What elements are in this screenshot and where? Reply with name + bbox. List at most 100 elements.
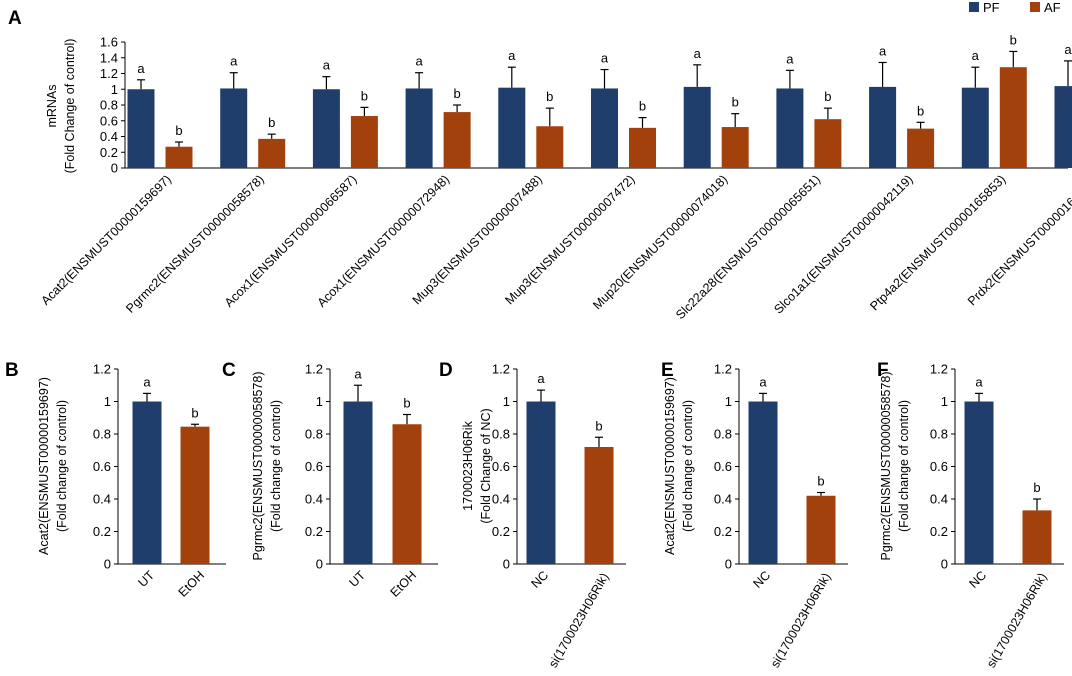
- y-axis-label: (Fold Change of control): [63, 39, 77, 174]
- significance-label: a: [975, 374, 983, 389]
- y-tick-label: 0.2: [930, 524, 948, 539]
- significance-label: a: [879, 43, 887, 58]
- significance-label: a: [230, 54, 238, 69]
- x-category-label: si(1700023H06Rik): [768, 571, 834, 671]
- significance-label: b: [361, 88, 368, 103]
- x-category-label: si(1700023H06Rik): [984, 571, 1050, 671]
- y-tick-label: 1: [316, 394, 323, 409]
- y-tick-label: 0.8: [305, 427, 323, 442]
- significance-label: b: [1010, 32, 1017, 47]
- bar-control: [343, 401, 373, 564]
- significance-label: a: [323, 58, 331, 73]
- y-tick-label: 0.6: [305, 459, 323, 474]
- y-tick-label: 0.4: [492, 492, 510, 507]
- significance-label: b: [453, 86, 460, 101]
- bar-pf: [1054, 86, 1072, 168]
- y-tick-label: 1: [941, 394, 948, 409]
- significance-label: a: [508, 48, 516, 63]
- x-category-label: UT: [135, 568, 157, 590]
- y-tick-label: 0.8: [714, 427, 732, 442]
- bar-pf: [683, 86, 711, 168]
- significance-label: a: [601, 51, 609, 66]
- legend: PF AF: [969, 0, 1061, 15]
- panel-d: D 0 0.2 0.4 0.6 0.8 1 1.2 1700023H06Rik (Fold Cha…: [439, 360, 626, 670]
- panel-letter-e: E: [661, 360, 674, 381]
- y-tick-label: 1.2: [930, 362, 948, 377]
- significance-label: b: [191, 405, 198, 420]
- y-tick-label: 0.4: [305, 492, 323, 507]
- significance-label: a: [143, 374, 151, 389]
- y-tick-label: 0: [941, 557, 948, 572]
- panel-f: F 0 0.2 0.4 0.6 0.8 1 1.2 Pgrmc2(ENSMUST00000058…: [877, 360, 1064, 670]
- significance-label: b: [639, 99, 646, 114]
- legend-label-af: AF: [1044, 0, 1061, 15]
- significance-label: a: [137, 61, 145, 76]
- significance-label: a: [972, 48, 980, 63]
- bar-treatment: [1022, 510, 1052, 564]
- y-tick-label: 1.4: [100, 50, 118, 65]
- y-tick-label: 0: [725, 557, 732, 572]
- legend-swatch-pf: [969, 2, 979, 12]
- y-axis-label: 1700023H06Rik: [461, 420, 475, 510]
- legend-label-pf: PF: [983, 0, 1000, 15]
- y-tick-label: 0.8: [930, 427, 948, 442]
- y-tick-label: 0: [316, 557, 323, 572]
- y-axis-label: Acat2(ENSMUST00000159697): [663, 377, 677, 555]
- bar-pf: [869, 86, 897, 168]
- significance-label: b: [1033, 480, 1040, 495]
- x-category-label: NC: [966, 568, 989, 591]
- y-tick-label: 1: [104, 394, 111, 409]
- x-category-label: EtOH: [388, 568, 420, 600]
- y-axis-label: (Fold change of control): [681, 400, 695, 532]
- bar-pf: [405, 88, 433, 168]
- bar-treatment: [392, 424, 422, 564]
- panel-letter-b: B: [5, 360, 19, 381]
- x-category-label: si(1700023H06Rik): [546, 571, 612, 671]
- y-tick-label: 1.2: [492, 362, 510, 377]
- panel-b: B 0 0.2 0.4 0.6 0.8 1 1.2 Acat2(ENSMUST000001596…: [5, 360, 226, 600]
- x-category-label: Slc22a28(ENSMUST00000065651): [673, 172, 823, 322]
- bar-treatment: [806, 495, 836, 564]
- y-tick-label: 0.2: [93, 524, 111, 539]
- y-tick-label: 0.4: [930, 492, 948, 507]
- significance-label: b: [817, 474, 824, 489]
- y-tick-label: 0: [111, 161, 118, 176]
- bar-pf: [220, 88, 248, 168]
- significance-label: b: [917, 103, 924, 118]
- y-axis-label: Acat2(ENSMUST00000159697): [37, 377, 51, 555]
- y-tick-label: 0.4: [100, 129, 118, 144]
- significance-label: b: [175, 123, 182, 138]
- bar-af: [999, 67, 1027, 168]
- bar-pf: [961, 87, 989, 168]
- y-tick-label: 0.2: [492, 524, 510, 539]
- bar-treatment: [584, 447, 614, 564]
- y-axis-label: (Fold Change of NC): [479, 408, 493, 523]
- x-category-label: NC: [750, 568, 773, 591]
- panel-letter-f: F: [877, 360, 889, 381]
- y-axis-label: (Fold change of control): [897, 400, 911, 532]
- y-tick-label: 0.8: [492, 427, 510, 442]
- bar-af: [629, 127, 656, 168]
- y-tick-label: 0: [503, 557, 510, 572]
- y-tick-label: 0.6: [492, 459, 510, 474]
- y-tick-label: 1.6: [100, 35, 118, 50]
- y-tick-label: 0.4: [93, 492, 111, 507]
- panel-letter-d: D: [439, 360, 453, 381]
- bar-af: [536, 126, 564, 168]
- bar-treatment: [180, 426, 210, 564]
- bar-af: [165, 146, 193, 168]
- bar-control: [132, 401, 162, 564]
- bar-control: [526, 401, 556, 564]
- bar-af: [258, 138, 286, 168]
- x-category-label: NC: [528, 568, 551, 591]
- y-axis-label: (Fold change of control): [55, 400, 69, 532]
- bar-pf: [776, 88, 804, 168]
- bar-af: [721, 127, 749, 168]
- significance-label: b: [268, 115, 275, 130]
- y-tick-label: 0.2: [100, 145, 118, 160]
- significance-label: a: [415, 54, 423, 69]
- y-tick-label: 1.2: [305, 362, 323, 377]
- bar-af: [907, 128, 935, 168]
- legend-swatch-af: [1030, 2, 1040, 12]
